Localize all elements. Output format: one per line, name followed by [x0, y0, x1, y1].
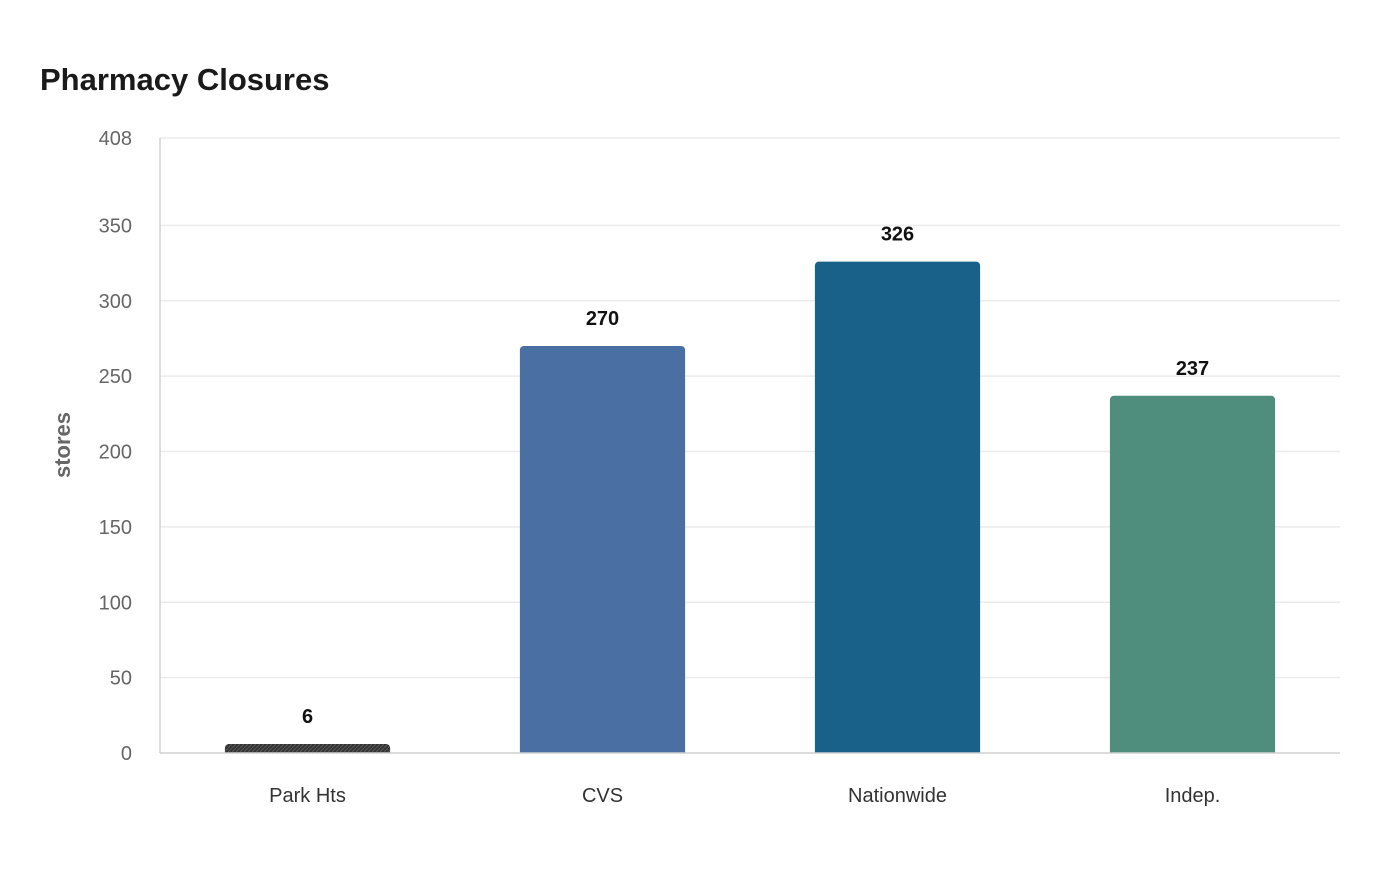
y-tick-label: 300	[99, 291, 132, 313]
bar-base	[814, 749, 981, 753]
y-axis-label: stores	[50, 412, 75, 478]
y-tick-label: 50	[110, 668, 132, 690]
x-tick-label: Nationwide	[848, 785, 947, 807]
bar	[1109, 395, 1276, 753]
bar-base	[1109, 749, 1276, 753]
y-tick-label: 100	[99, 592, 132, 614]
bars	[224, 261, 1276, 753]
y-axis-ticks: 0 50 100 150 200 250 300 350 408	[99, 128, 132, 765]
bar-base	[224, 749, 391, 753]
data-label: 6	[302, 706, 313, 728]
x-tick-label: Indep.	[1165, 785, 1221, 807]
data-label: 237	[1176, 358, 1209, 380]
y-tick-label: 350	[99, 215, 132, 237]
chart-title: Pharmacy Closures	[40, 62, 329, 97]
bar	[814, 261, 981, 753]
x-tick-label: CVS	[582, 785, 623, 807]
y-tick-label: 150	[99, 517, 132, 539]
data-labels: 6 270 326 237	[302, 224, 1209, 728]
bar	[519, 346, 686, 753]
y-tick-label: 0	[121, 743, 132, 765]
data-label: 270	[586, 308, 619, 330]
y-tick-label: 408	[99, 128, 132, 150]
x-tick-label: Park Hts	[269, 785, 346, 807]
gridlines	[160, 137, 1340, 679]
bar-base	[519, 749, 686, 753]
y-tick-label: 250	[99, 366, 132, 388]
data-label: 326	[881, 224, 914, 246]
x-axis-ticks: Park Hts CVS Nationwide Indep.	[269, 785, 1220, 807]
y-tick-label: 200	[99, 442, 132, 464]
